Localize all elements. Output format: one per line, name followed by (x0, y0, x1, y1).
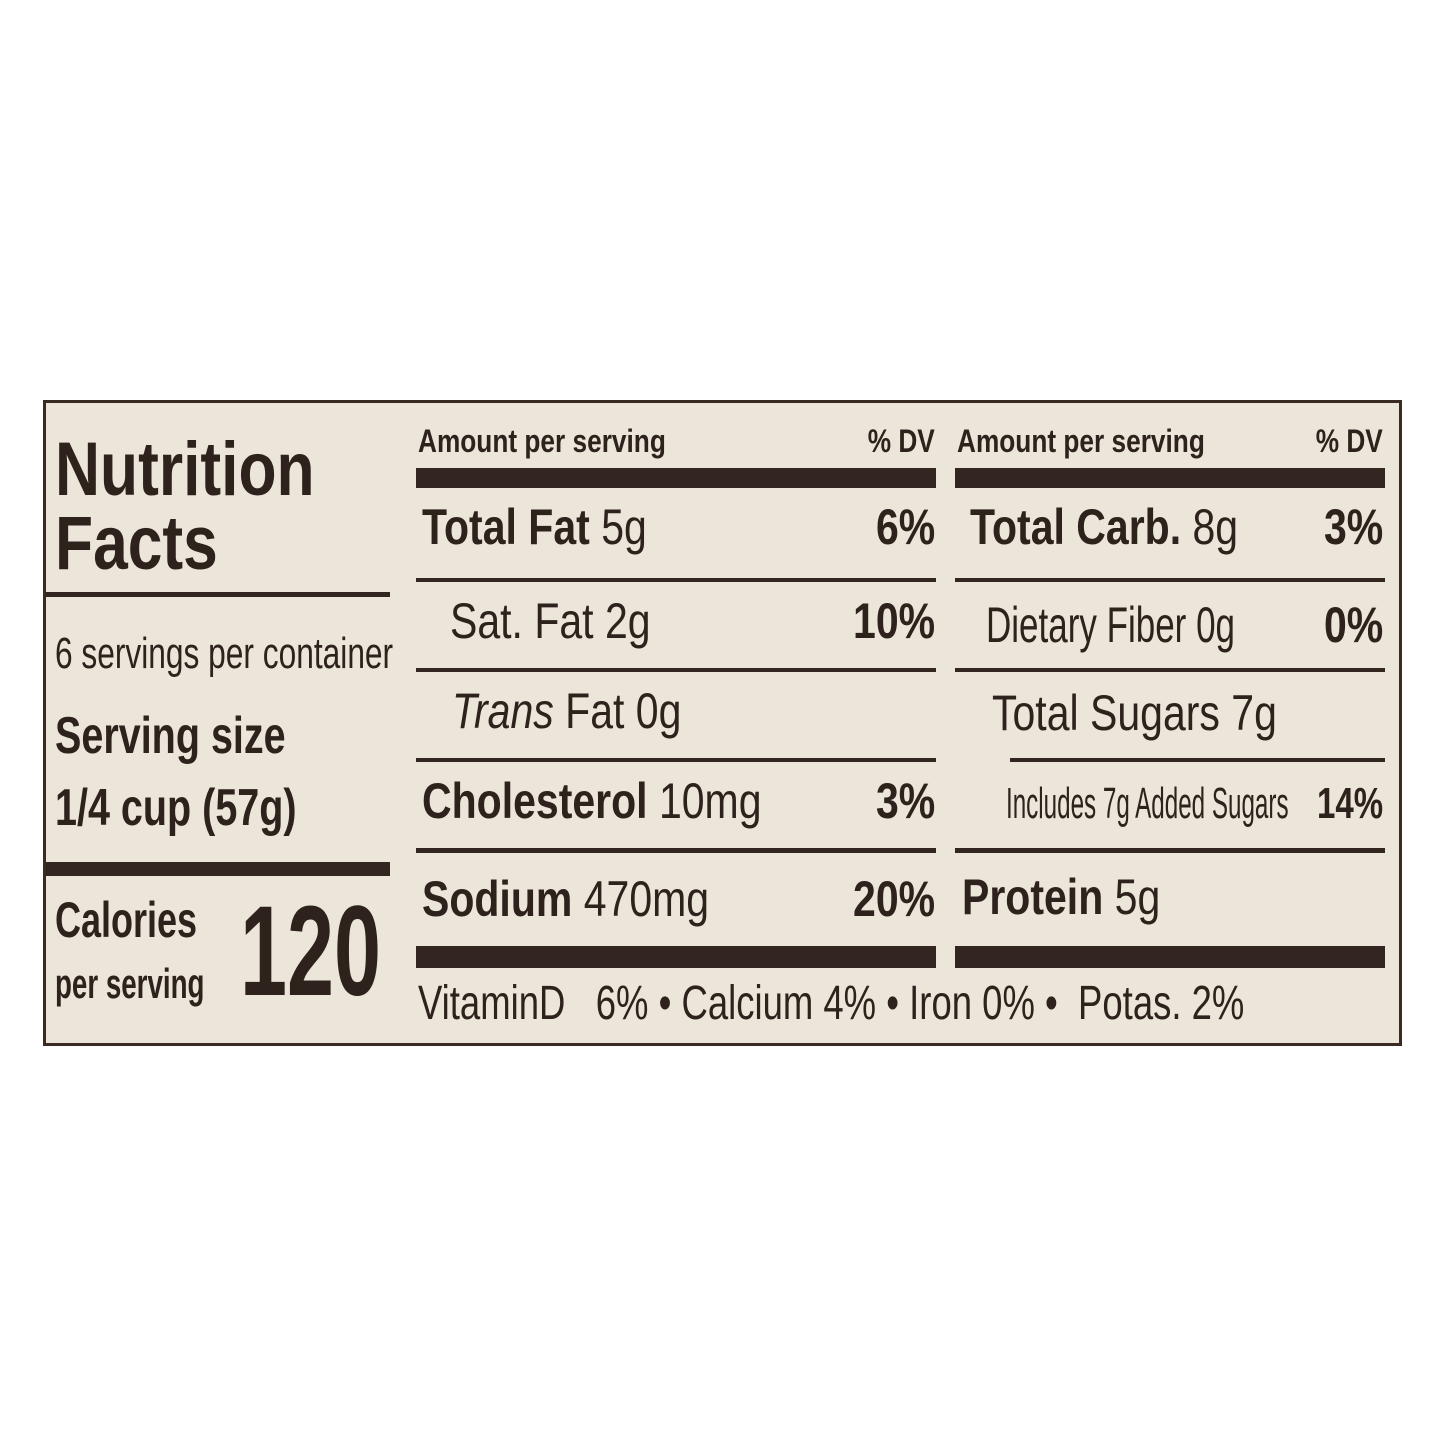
serving-size-value: 1/4 cup (57g) (55, 779, 297, 837)
calories-label: Calories (55, 892, 198, 948)
divider (1010, 758, 1385, 762)
row-sodium: Sodium 470mg (422, 874, 709, 924)
nutrient-name: Protein (962, 869, 1104, 925)
nutrient-name: Sat. Fat (450, 593, 594, 649)
nutrient-name: Cholesterol (422, 773, 648, 829)
row-added-sugars: Includes 7g Added Sugars (1006, 779, 1289, 828)
divider (416, 578, 936, 582)
row-total-carb: Total Carb. 8g (970, 502, 1238, 552)
row-total-sugars: Total Sugars 7g (992, 688, 1277, 738)
divider (955, 578, 1385, 582)
nutrient-amount: 5g (1114, 869, 1161, 925)
serving-size-label: Serving size (55, 707, 286, 765)
divider (416, 758, 936, 762)
nutrient-amount: 10mg (658, 773, 762, 829)
nutrition-facts-label (43, 400, 1402, 1046)
nutrient-amount: 2g (604, 593, 651, 649)
dv-sat-fat: 10% (852, 593, 935, 649)
dv-header: % DV (867, 423, 935, 459)
divider (955, 848, 1385, 853)
divider (46, 592, 390, 597)
nutrient-name: Dietary Fiber (986, 597, 1187, 653)
amount-per-serving-header-right: Amount per serving (957, 423, 1205, 459)
nutrient-amount: Fat 0g (565, 683, 682, 739)
row-cholesterol: Cholesterol 10mg (422, 776, 762, 826)
title-facts: Facts (55, 501, 218, 586)
divider (955, 668, 1385, 672)
row-sat-fat: Sat. Fat 2g (450, 596, 651, 646)
nutrient-amount: 470mg (583, 871, 710, 927)
divider (416, 668, 936, 672)
divider (416, 848, 936, 853)
row-total-fat: Total Fat 5g (422, 502, 647, 552)
nutrient-name: Sodium (422, 871, 573, 927)
nutrient-name: Total Sugars (992, 685, 1220, 741)
row-dietary-fiber: Dietary Fiber 0g (986, 600, 1235, 650)
nutrient-amount: 7g (1231, 685, 1277, 741)
row-trans-fat: Trans Fat 0g (452, 686, 681, 736)
micronutrients-line: VitaminD 6% • Calcium 4% • Iron 0% • Pot… (418, 977, 1245, 1030)
dv-added-sugars: 14% (1316, 779, 1383, 828)
nutrient-amount: 5g (601, 499, 647, 555)
thick-bar (416, 468, 936, 488)
dv-sodium: 20% (852, 871, 935, 927)
nutrient-name: Total Carb. (970, 499, 1182, 555)
nutrient-name: Trans (452, 683, 554, 739)
calories-value: 120 (240, 880, 381, 1023)
nutrient-amount: 0g (1196, 597, 1236, 653)
dv-header-right: % DV (1315, 423, 1383, 459)
dv-cholesterol: 3% (875, 773, 935, 829)
thick-bar (955, 946, 1385, 968)
dv-total-carb: 3% (1323, 499, 1383, 555)
title-nutrition: Nutrition (55, 427, 315, 512)
row-protein: Protein 5g (962, 872, 1160, 922)
divider-thick (46, 862, 390, 876)
calories-per-serving-label: per serving (55, 960, 205, 1007)
thick-bar (416, 946, 936, 968)
nutrient-name: Total Fat (422, 499, 590, 555)
thick-bar (955, 468, 1385, 488)
servings-per-container: 6 servings per container (55, 629, 394, 678)
amount-per-serving-header: Amount per serving (418, 423, 666, 459)
nutrient-amount: 8g (1192, 499, 1239, 555)
dv-total-fat: 6% (875, 499, 935, 555)
dv-dietary-fiber: 0% (1323, 597, 1383, 653)
